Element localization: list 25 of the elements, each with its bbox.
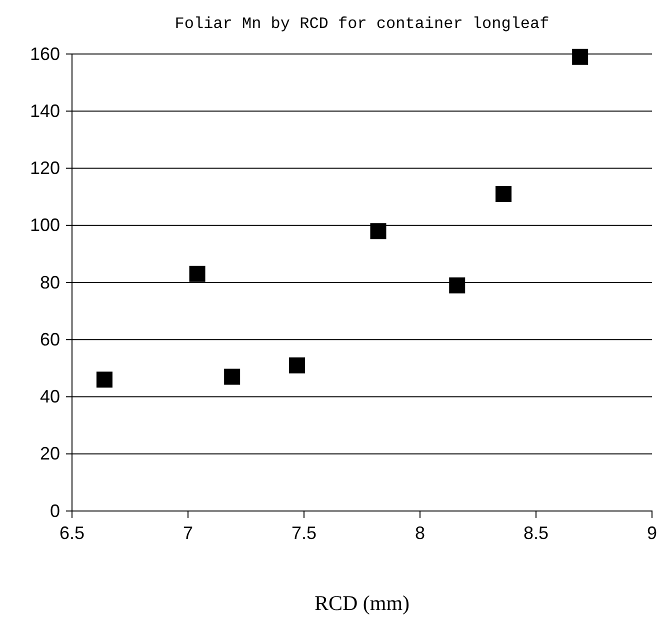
- point: [289, 357, 306, 374]
- y-tick-label: 120: [30, 158, 60, 178]
- x-tick-label: 9: [646, 522, 658, 543]
- point: [370, 223, 386, 240]
- y-tick-label: 140: [30, 100, 60, 121]
- x-tick-label: 7: [182, 522, 194, 543]
- point: [189, 266, 206, 282]
- point: [224, 368, 240, 385]
- y-tick-label: 80: [40, 272, 60, 292]
- x-axis-title: RCD (mm): [314, 591, 410, 615]
- x-tick-label: 7.5: [291, 522, 317, 543]
- x-tick-label: 8: [414, 522, 426, 543]
- x-tick-label: 8.5: [523, 522, 549, 543]
- y-tick-label: 160: [30, 44, 60, 64]
- y-tick-label: 100: [30, 215, 60, 236]
- y-tick-label: 60: [40, 329, 60, 350]
- x-tick-label: 6.5: [59, 522, 85, 543]
- y-tick-label: 0: [50, 500, 60, 521]
- y-tick-label: 40: [40, 386, 60, 407]
- point: [449, 277, 466, 294]
- chart-title: Foliar Mn by RCD for container longleaf: [174, 15, 550, 33]
- y-tick-label: 20: [40, 444, 60, 464]
- point: [496, 186, 512, 202]
- point: [572, 48, 588, 65]
- point: [96, 372, 112, 388]
